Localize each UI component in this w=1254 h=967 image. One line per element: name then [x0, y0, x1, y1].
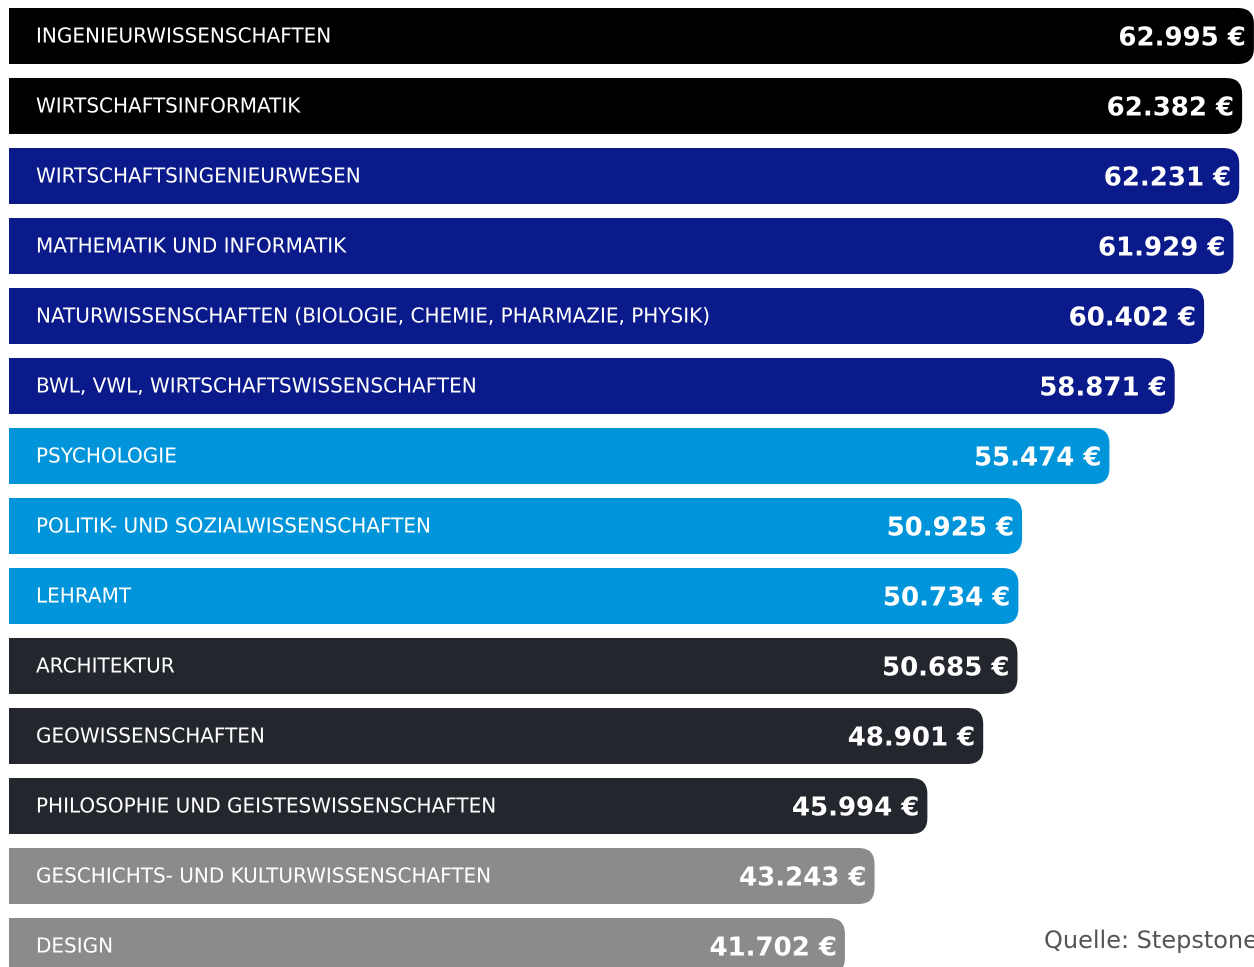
value-label: 60.402 € — [1069, 303, 1196, 333]
category-label: ARCHITEKTUR — [36, 654, 175, 678]
value-label: 62.995 € — [1118, 23, 1245, 53]
value-label: 61.929 € — [1098, 233, 1225, 263]
value-label: 62.382 € — [1107, 93, 1234, 123]
category-label: WIRTSCHAFTSINGENIEURWESEN — [36, 164, 361, 188]
bar — [9, 358, 1175, 414]
value-label: 41.702 € — [709, 933, 836, 963]
bar — [9, 708, 984, 764]
bar — [9, 218, 1234, 274]
bar — [9, 638, 1018, 694]
category-label: BWL, VWL, WIRTSCHAFTSWISSENSCHAFTEN — [36, 374, 477, 398]
bar — [9, 428, 1110, 484]
value-label: 45.994 € — [792, 793, 919, 823]
value-label: 58.871 € — [1039, 373, 1166, 403]
category-label: PHILOSOPHIE UND GEISTESWISSENSCHAFTEN — [36, 794, 496, 818]
category-label: DESIGN — [36, 934, 113, 958]
source: Quelle: Stepstone — [1044, 926, 1254, 954]
value-label: 50.685 € — [882, 653, 1009, 683]
category-label: INGENIEURWISSENSCHAFTEN — [36, 24, 331, 48]
category-label: POLITIK- UND SOZIALWISSENSCHAFTEN — [36, 514, 431, 538]
category-label: WIRTSCHAFTSINFORMATIK — [36, 94, 301, 118]
bar — [9, 498, 1023, 554]
value-label: 50.925 € — [887, 513, 1014, 543]
value-label: 50.734 € — [883, 583, 1010, 613]
bar — [9, 918, 845, 967]
bar — [9, 848, 875, 904]
bar — [9, 778, 928, 834]
value-label: 62.231 € — [1104, 163, 1231, 193]
bar — [9, 568, 1019, 624]
category-label: NATURWISSENSCHAFTEN (BIOLOGIE, CHEMIE, P… — [36, 304, 710, 328]
bar — [9, 148, 1240, 204]
category-label: GESCHICHTS- UND KULTURWISSENSCHAFTEN — [36, 864, 491, 888]
value-label: 43.243 € — [739, 863, 866, 893]
category-label: MATHEMATIK UND INFORMATIK — [36, 234, 347, 258]
category-label: GEOWISSENSCHAFTEN — [36, 724, 265, 748]
value-label: 55.474 € — [974, 443, 1101, 473]
category-label: PSYCHOLOGIE — [36, 444, 177, 468]
bar — [9, 288, 1205, 344]
bar — [9, 8, 1254, 64]
bar — [9, 78, 1243, 134]
category-label: LEHRAMT — [36, 584, 132, 608]
value-label: 48.901 € — [848, 723, 975, 753]
